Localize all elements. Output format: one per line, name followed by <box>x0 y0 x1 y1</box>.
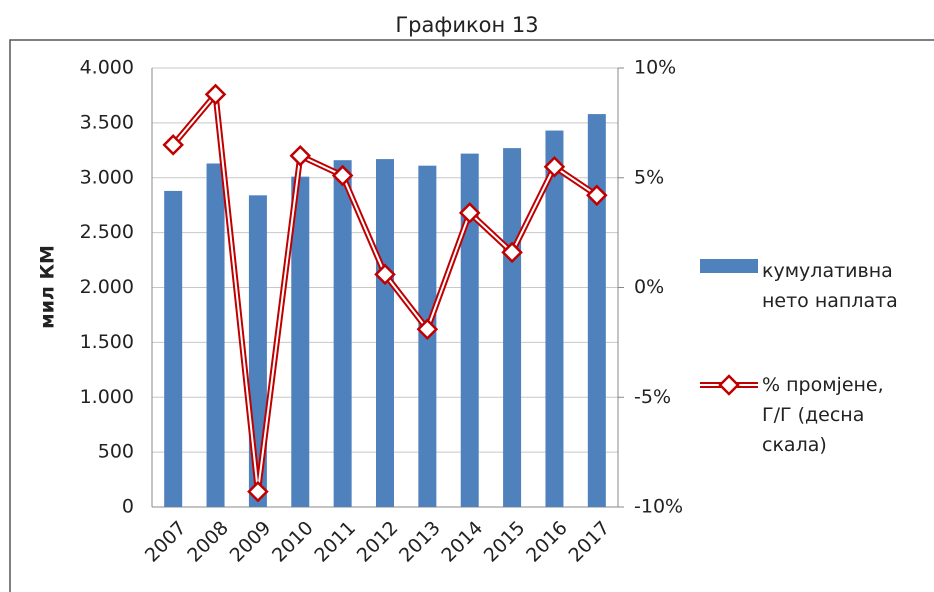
x-tick-label: 2007 <box>141 517 191 567</box>
y2-tick-label: -5% <box>634 386 671 408</box>
marker <box>543 156 566 178</box>
marker <box>501 241 523 264</box>
y-tick-label: 500 <box>98 441 134 463</box>
x-tick-label: 2013 <box>395 517 445 567</box>
x-tick-label: 2014 <box>437 517 487 567</box>
marker <box>331 164 354 187</box>
x-tick-label: 2010 <box>268 517 318 567</box>
marker <box>247 480 269 503</box>
marker <box>586 184 608 207</box>
marker <box>416 318 439 340</box>
y-tick-label: 2.000 <box>80 276 134 298</box>
bar <box>587 114 606 507</box>
y2-tick-label: 0% <box>634 276 664 298</box>
marker <box>374 263 396 286</box>
legend-label: кумулативна нето наплата <box>762 260 898 312</box>
y2-tick-label: 5% <box>634 166 664 188</box>
y-tick-label: 3.000 <box>80 166 134 188</box>
legend-label: % промјене, Г/Г (десна скала) <box>762 374 884 456</box>
y-tick-label: 1.500 <box>80 331 134 353</box>
marker <box>162 134 184 156</box>
y-tick-label: 0 <box>122 496 134 518</box>
y-tick-label: 3.500 <box>80 111 134 133</box>
bar <box>460 153 479 508</box>
x-tick-label: 2015 <box>480 517 530 567</box>
chart-frame <box>9 39 934 592</box>
marker <box>204 83 227 106</box>
bar <box>376 159 394 507</box>
x-tick-label: 2012 <box>353 517 403 567</box>
x-tick-label: 2009 <box>226 517 276 567</box>
y-tick-label: 2.500 <box>80 221 134 243</box>
bar <box>333 160 352 507</box>
x-tick-label: 2008 <box>183 517 233 567</box>
y-axis-label: мил КМ <box>37 245 59 329</box>
y2-tick-label: 10% <box>634 57 676 79</box>
bar <box>545 130 564 507</box>
y-tick-label: 1.000 <box>80 386 134 408</box>
chart-title: Графикон 13 <box>395 13 538 37</box>
legend-marker <box>718 374 740 396</box>
bar <box>206 163 225 508</box>
bar <box>164 190 183 508</box>
legend-swatch <box>700 259 758 273</box>
x-tick-label: 2017 <box>564 517 614 567</box>
y-tick-label: 4.000 <box>80 57 134 79</box>
bar <box>503 148 522 507</box>
y2-tick-label: -10% <box>634 496 683 518</box>
marker <box>289 145 312 167</box>
x-tick-label: 2016 <box>522 517 572 567</box>
x-tick-label: 2011 <box>310 517 360 567</box>
marker <box>458 202 481 224</box>
bar <box>291 176 310 507</box>
